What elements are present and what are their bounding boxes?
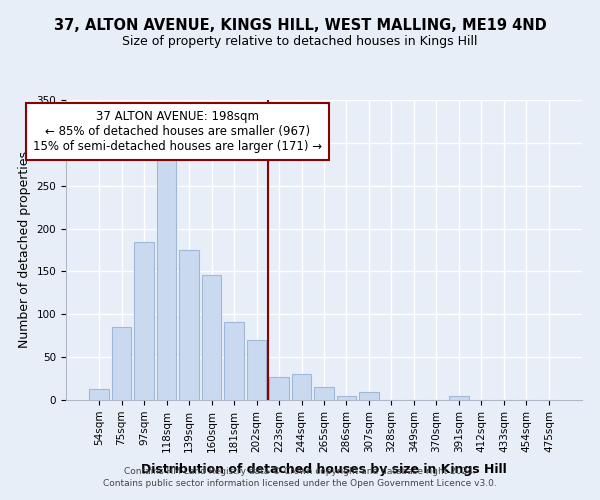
X-axis label: Distribution of detached houses by size in Kings Hill: Distribution of detached houses by size … [141,463,507,476]
Bar [359,392,379,400]
Bar [179,250,199,400]
Bar [134,242,154,400]
Bar [449,396,469,400]
Text: Contains HM Land Registry data © Crown copyright and database right 2024.
Contai: Contains HM Land Registry data © Crown c… [103,466,497,487]
Bar [337,396,356,400]
Bar [224,322,244,400]
Bar [202,275,221,400]
Bar [314,387,334,400]
Bar [89,389,109,400]
Bar [157,153,176,400]
Y-axis label: Number of detached properties: Number of detached properties [18,152,31,348]
Bar [112,327,131,400]
Text: 37 ALTON AVENUE: 198sqm
← 85% of detached houses are smaller (967)
15% of semi-d: 37 ALTON AVENUE: 198sqm ← 85% of detache… [33,110,322,154]
Text: 37, ALTON AVENUE, KINGS HILL, WEST MALLING, ME19 4ND: 37, ALTON AVENUE, KINGS HILL, WEST MALLI… [53,18,547,32]
Bar [247,340,266,400]
Bar [269,377,289,400]
Bar [292,374,311,400]
Text: Size of property relative to detached houses in Kings Hill: Size of property relative to detached ho… [122,35,478,48]
